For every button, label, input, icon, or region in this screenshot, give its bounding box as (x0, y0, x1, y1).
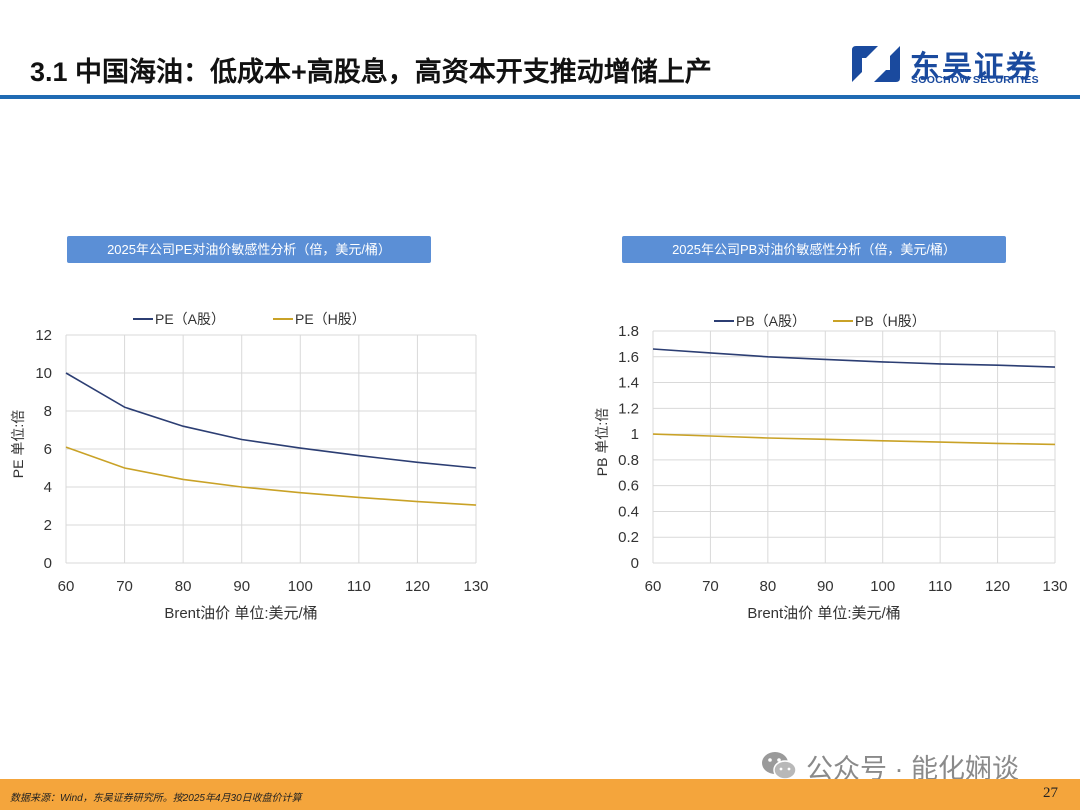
pe-x-tick-label: 70 (116, 578, 133, 595)
pb-chart-title-banner: 2025年公司PB对油价敏感性分析（倍，美元/桶） (622, 236, 1006, 263)
pe-x-tick-label: 80 (175, 578, 192, 595)
soochow-logo: 东吴证券 SOOCHOW SECURITIES (848, 42, 1058, 86)
pb-y-tick-label: 0 (631, 555, 639, 572)
watermark-text: 公众号 · 能化娴谈 (806, 753, 1019, 784)
pe-y-tick-label: 8 (44, 403, 52, 420)
pb-y-tick-label: 1.8 (618, 323, 639, 340)
pe-x-tick-label: 100 (288, 578, 313, 595)
pb-x-tick-label: 70 (702, 578, 719, 595)
pb-x-tick-label: 80 (760, 578, 777, 595)
pb-y-axis-label: PB 单位:倍 (594, 408, 610, 476)
pe-series-line-h-share (65, 446, 477, 506)
pe-legend-label: PE（H股） (295, 311, 366, 327)
pb-sensitivity-chart: 0 0.2 0.4 0.6 0.8 1 1.2 1.4 1.6 1.8 60 70 80 90 100 110… (594, 313, 1068, 622)
pb-series-line-a-share (652, 348, 1056, 368)
pb-x-tick-label: 130 (1042, 578, 1067, 595)
pb-y-tick-label: 0.2 (618, 529, 639, 546)
pe-x-axis-label: Brent油价 单位:美元/桶 (164, 605, 317, 622)
pb-legend-label: PB（H股） (855, 313, 926, 329)
wechat-watermark: 公众号 · 能化娴谈 (760, 748, 1019, 784)
pb-y-tick-label: 1 (631, 426, 639, 443)
pe-x-tick-label: 120 (405, 578, 430, 595)
data-source-note: 数据来源：Wind，东吴证券研究所。按2025年4月30日收盘价计算 (10, 793, 302, 804)
pe-x-tick-label: 60 (58, 578, 75, 595)
pb-y-tick-label: 1.4 (618, 375, 639, 392)
pb-y-tick-label: 1.6 (618, 349, 639, 366)
pb-x-tick-label: 60 (645, 578, 662, 595)
pb-y-tick-label: 0.6 (618, 478, 639, 495)
pe-y-tick-label: 10 (35, 365, 52, 382)
pe-x-tick-label: 90 (233, 578, 250, 595)
wechat-icon (762, 752, 797, 780)
pb-y-tick-label: 1.2 (618, 400, 639, 417)
pe-x-tick-label: 110 (347, 578, 371, 595)
pb-x-tick-label: 100 (870, 578, 895, 595)
header-divider (0, 95, 1080, 99)
pe-x-tick-label: 130 (463, 578, 488, 595)
soochow-logo-icon (852, 46, 900, 82)
pe-y-tick-label: 0 (44, 555, 52, 572)
pe-y-tick-label: 6 (44, 441, 52, 458)
pe-series-line-a-share (65, 372, 477, 469)
pe-sensitivity-chart: 0 2 4 6 8 10 12 60 70 80 90 100 110 120 130 Brent油价 单位:… (10, 311, 489, 622)
pb-series-line-h-share (652, 433, 1056, 446)
pb-x-tick-label: 120 (985, 578, 1010, 595)
pb-legend-label: PB（A股） (736, 313, 806, 329)
pb-y-tick-label: 0.8 (618, 452, 639, 469)
footer-bar (0, 779, 1080, 810)
pe-y-axis-label: PE 单位:倍 (10, 410, 26, 478)
pb-x-axis-label: Brent油价 单位:美元/桶 (747, 605, 900, 622)
pb-x-tick-label: 90 (817, 578, 834, 595)
pe-y-tick-label: 4 (44, 479, 52, 496)
logo-english-name: SOOCHOW SECURITIES (911, 74, 1039, 86)
pb-x-tick-label: 110 (928, 578, 952, 595)
pb-y-tick-label: 0.4 (618, 503, 639, 520)
page-number: 27 (1043, 785, 1058, 801)
pe-y-tick-label: 12 (35, 327, 52, 344)
pe-y-tick-label: 2 (44, 517, 52, 534)
page-title: 3.1 中国海油：低成本+高股息，高资本开支推动增储上产 (30, 57, 712, 87)
pe-legend-label: PE（A股） (155, 311, 225, 327)
logo-chinese-name: 东吴证券 (910, 51, 1038, 84)
pe-chart-title-banner: 2025年公司PE对油价敏感性分析（倍，美元/桶） (67, 236, 431, 263)
